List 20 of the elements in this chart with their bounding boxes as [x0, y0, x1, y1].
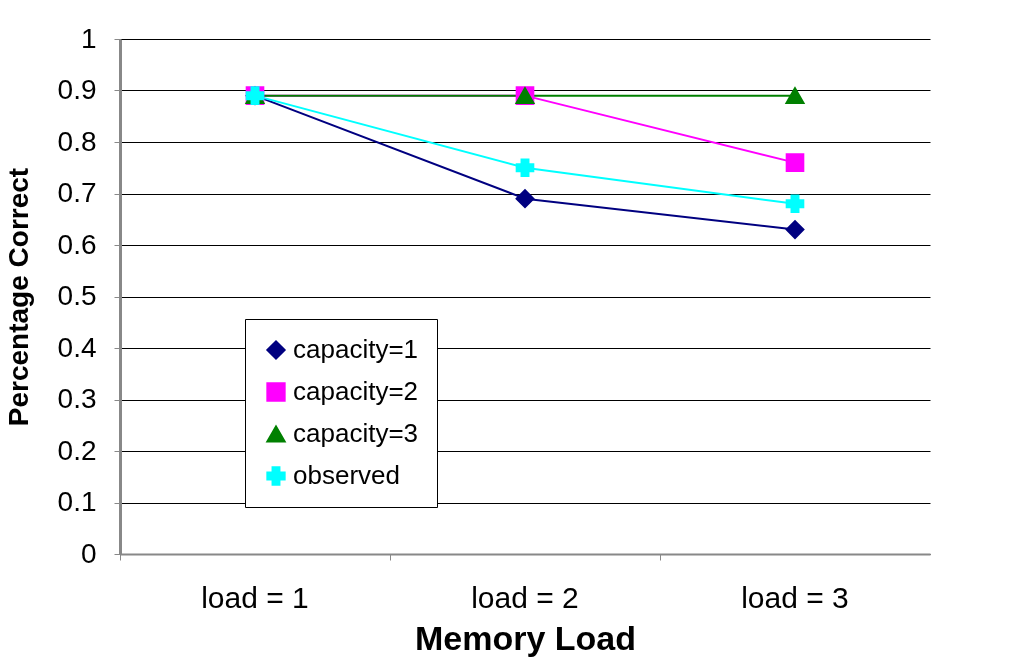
x-tick-label: load = 2 [471, 581, 579, 614]
y-tick-label: 0.6 [57, 228, 97, 260]
y-tick-label: 1 [80, 22, 97, 54]
legend-label: capacity=3 [293, 418, 419, 448]
y-axis-title: Percentage Correct [2, 167, 34, 427]
y-tick-label: 0.5 [57, 280, 97, 311]
legend-label: capacity=2 [293, 376, 419, 406]
y-tick-label: 0.1 [57, 486, 97, 517]
y-tick-label: 0.7 [57, 177, 97, 208]
y-tick-label: 0.3 [57, 383, 97, 414]
y-tick-label: 0 [80, 537, 97, 569]
x-tick-label: load = 3 [741, 581, 849, 614]
x-tick-label: load = 1 [201, 581, 309, 614]
y-tick-label: 0.9 [57, 74, 97, 105]
y-tick-label: 0.2 [57, 434, 97, 466]
legend-label: capacity=1 [293, 334, 419, 364]
y-tick-label: 0.4 [57, 331, 97, 363]
legend-label: observed [293, 460, 400, 490]
y-tick-label: 0.8 [57, 125, 97, 157]
x-axis-title: Memory Load [414, 619, 637, 657]
